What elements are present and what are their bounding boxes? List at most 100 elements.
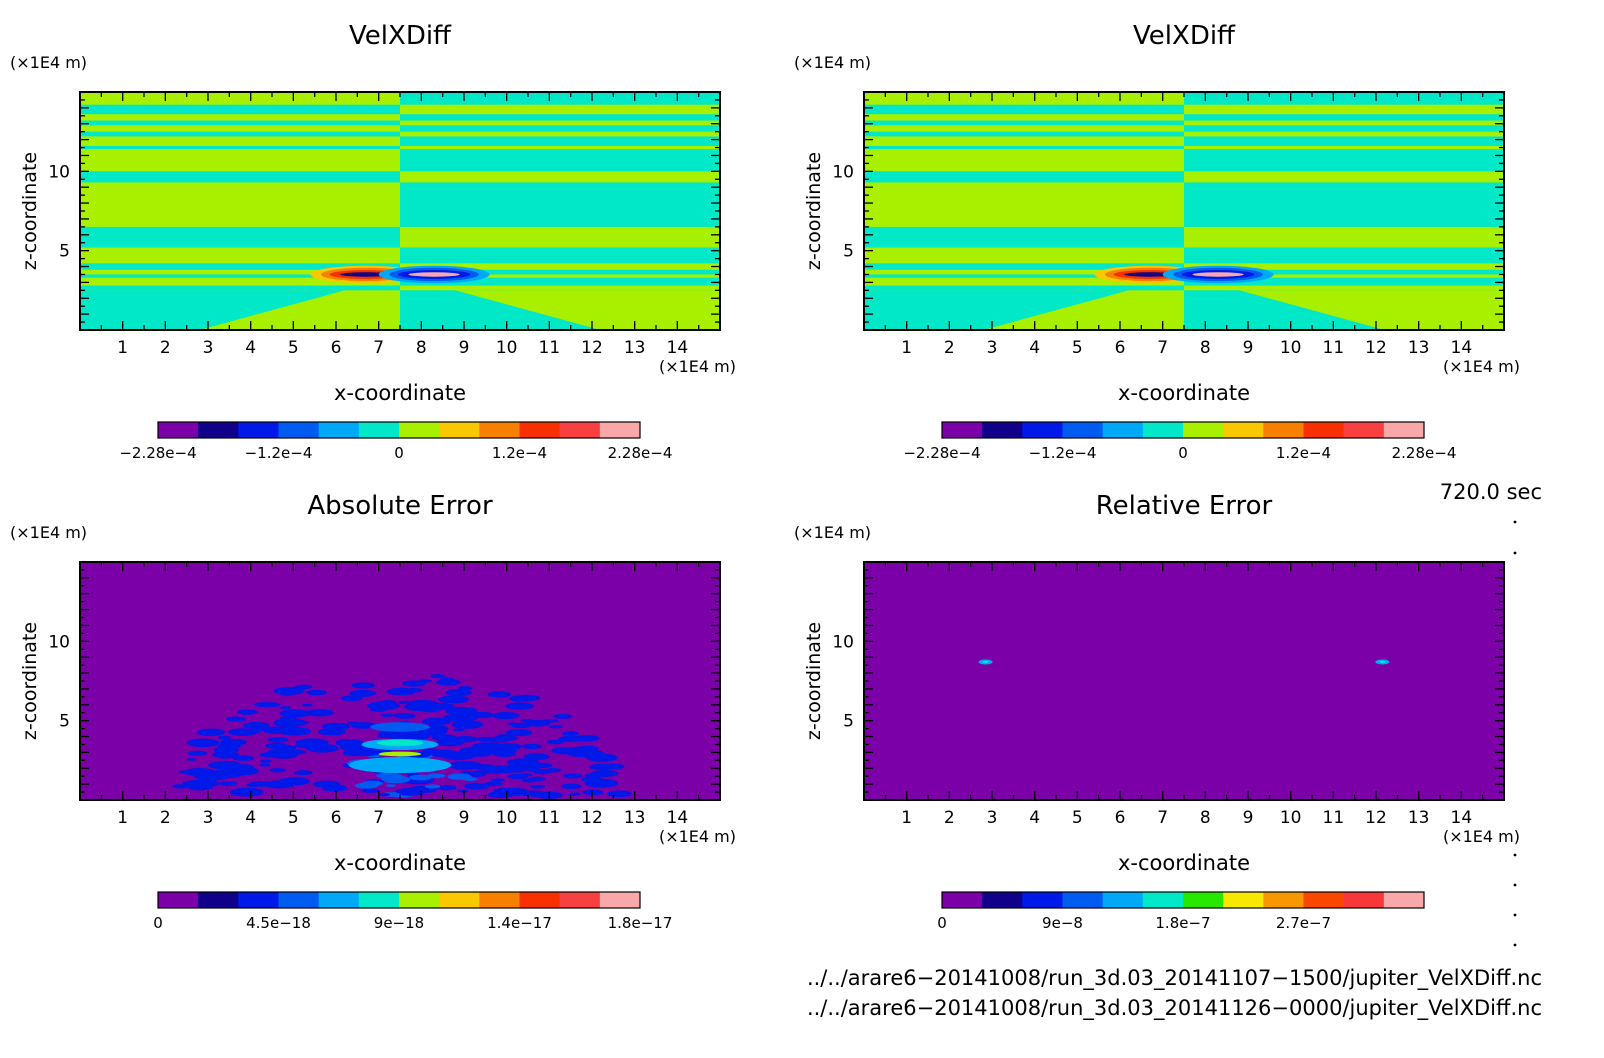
colorbar-segment [1022, 892, 1063, 908]
colorbar-segment [238, 422, 279, 438]
field-blob [422, 717, 452, 726]
x-tick-label: 12 [581, 338, 603, 358]
field-blob [586, 753, 618, 762]
field-blob [520, 773, 533, 777]
x-tick-label: 9 [459, 808, 470, 828]
chart-panel-3: Absolute Error(×1E4 m)1 2 3 4 5 6 7 8 9 10 11 12 13 1… [10, 491, 736, 932]
field-blob [484, 781, 503, 787]
field-blob [438, 695, 470, 704]
field-blob [461, 770, 472, 774]
chart-title: VelXDiff [349, 21, 452, 51]
x-tick-label: 5 [288, 808, 299, 828]
field-band [864, 274, 1184, 278]
colorbar-label: 2.28e−4 [608, 444, 673, 462]
colorbar-segment [599, 892, 641, 908]
y-tick-label: 5 [843, 242, 854, 262]
field-blob [549, 725, 563, 729]
field-blob [385, 784, 397, 788]
colorbar-label: −2.28e−4 [119, 444, 196, 462]
field-blob [489, 205, 618, 222]
colorbar-segment [399, 422, 440, 438]
field-band [400, 274, 720, 278]
field-blob [226, 716, 246, 722]
field-blob [229, 787, 264, 797]
heatmap-field [864, 562, 1504, 800]
field-blob [294, 743, 312, 748]
field-blob [470, 750, 485, 754]
field-band [1184, 285, 1504, 291]
field-band [864, 171, 1184, 183]
x-axis-unit: (×1E4 m) [659, 357, 736, 376]
field-blob [394, 713, 416, 719]
colorbar-label: 1.4e−17 [487, 914, 552, 932]
field-blob [350, 722, 377, 729]
field-blob [217, 735, 232, 740]
field-blob [452, 735, 478, 743]
field-band [864, 263, 1184, 270]
colorbar-label: 9e−18 [374, 914, 424, 932]
colorbar-frame [157, 891, 641, 909]
field-blob [600, 763, 625, 770]
field-blob [563, 773, 583, 779]
field-blob [581, 776, 604, 783]
field-core [378, 751, 422, 757]
colorbar-label: 1.8e−17 [608, 914, 673, 932]
field-blob [172, 784, 189, 789]
field-blob [272, 744, 297, 751]
y-tick-label: 10 [48, 632, 70, 652]
x-tick-label: 2 [160, 808, 171, 828]
colorbar-segment [599, 422, 641, 438]
x-tick-label: 13 [1408, 338, 1430, 358]
field-band [864, 285, 1184, 291]
chart-title: Relative Error [1096, 491, 1273, 521]
field-band [400, 171, 720, 183]
field-blob [431, 734, 457, 741]
field-blob [564, 747, 584, 753]
colorbar-segment [439, 422, 480, 438]
field-region [864, 562, 1504, 800]
colorbar-label: 4.5e−18 [246, 914, 311, 932]
field-blob [491, 778, 505, 782]
colorbar-segment [318, 422, 360, 438]
colorbar-segment [1142, 892, 1184, 908]
field-blob [435, 679, 461, 686]
field-jet [1192, 272, 1244, 277]
field-blob [263, 780, 295, 789]
field-funnel [400, 290, 601, 330]
field-blob [386, 735, 400, 739]
field-core [370, 722, 430, 732]
x-tick-label: 11 [539, 808, 561, 828]
field-blob [606, 790, 633, 798]
x-tick-label: 11 [539, 338, 561, 358]
colorbar-segment [982, 422, 1023, 438]
field-jet [340, 272, 392, 277]
field-blob [186, 779, 220, 788]
x-tick-label: 6 [1115, 808, 1126, 828]
time-label: 720.0 sec [1439, 480, 1542, 504]
field-band [80, 274, 400, 278]
colorbar-segment [1183, 422, 1224, 438]
x-tick-label: 5 [1072, 808, 1083, 828]
x-tick-label: 6 [331, 338, 342, 358]
x-tick-label: 10 [1280, 338, 1302, 358]
x-tick-label: 13 [624, 338, 646, 358]
colorbar-segment [1303, 422, 1344, 438]
x-tick-label: 4 [1029, 808, 1040, 828]
field-band [80, 120, 400, 126]
field-blob [351, 682, 376, 689]
field-blob [446, 754, 461, 759]
field-blob [268, 751, 298, 759]
y-axis-unit: (×1E4 m) [794, 523, 871, 542]
colorbar-label: 1.2e−4 [492, 444, 547, 462]
field-blob [203, 776, 216, 781]
margin-dot [1513, 551, 1517, 555]
field-band [80, 285, 400, 291]
field-band [80, 226, 400, 248]
field-blob [497, 787, 529, 796]
x-tick-label: 1 [117, 338, 128, 358]
field-blob [322, 784, 348, 792]
x-axis-unit: (×1E4 m) [1443, 827, 1520, 846]
heatmap-field [80, 562, 720, 800]
colorbar-label: 0 [937, 914, 947, 932]
field-blob [493, 751, 516, 757]
